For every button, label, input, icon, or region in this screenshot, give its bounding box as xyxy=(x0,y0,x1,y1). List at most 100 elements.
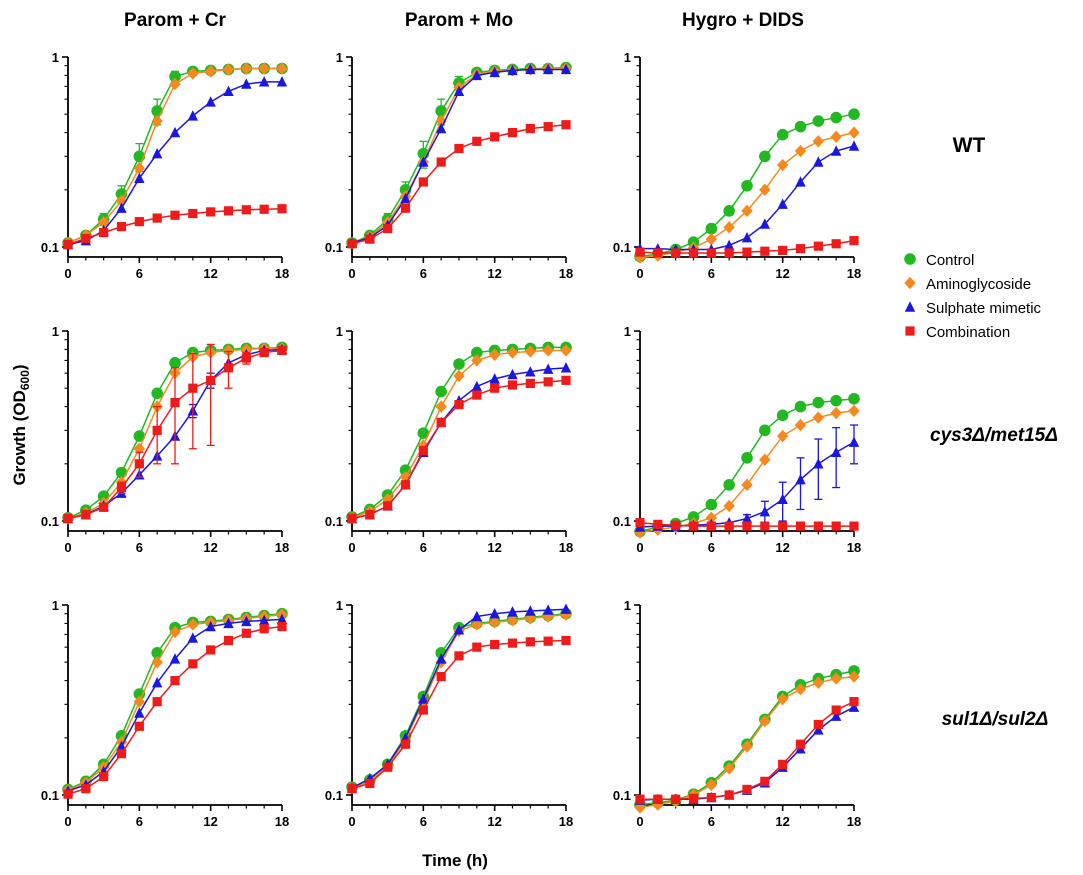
data-point xyxy=(830,710,842,721)
data-point xyxy=(418,156,429,167)
data-point xyxy=(435,653,447,664)
data-point xyxy=(849,236,859,246)
data-point xyxy=(848,108,860,120)
data-point xyxy=(134,721,144,731)
panel-r2-c1: 0 6 12 18 0.1 1 xyxy=(325,598,573,829)
data-point xyxy=(258,614,270,626)
data-point xyxy=(525,637,535,647)
series-combination xyxy=(63,343,287,524)
data-point xyxy=(258,62,270,75)
data-point xyxy=(778,521,788,531)
data-point xyxy=(435,385,447,398)
data-point xyxy=(169,126,181,138)
data-point xyxy=(759,183,771,197)
data-point xyxy=(525,123,535,134)
x-tick-label: 0 xyxy=(348,540,355,555)
data-point xyxy=(365,778,375,789)
y-tick-label: 1 xyxy=(624,324,631,339)
data-point xyxy=(471,69,483,81)
row-label-wt: WT xyxy=(953,134,986,157)
data-point xyxy=(812,115,825,127)
data-point xyxy=(133,430,146,442)
series-sulphate-mimetic xyxy=(634,424,860,532)
x-tick-label: 6 xyxy=(708,814,715,829)
data-point xyxy=(776,128,789,141)
x-tick-label: 18 xyxy=(275,266,289,281)
data-point xyxy=(561,375,571,385)
data-point xyxy=(276,613,288,625)
x-tick-label: 6 xyxy=(136,540,143,555)
data-point xyxy=(848,140,860,151)
panel-r1-c1: 0 6 12 18 0.1 1 xyxy=(325,324,573,555)
y-tick-label: 1 xyxy=(52,324,59,339)
y-axis-label: Growth (OD600) xyxy=(10,364,32,485)
data-point xyxy=(830,406,842,420)
data-point xyxy=(81,510,91,520)
data-point xyxy=(741,452,753,464)
data-point xyxy=(472,642,482,652)
series-sulphate-mimetic xyxy=(62,76,288,250)
legend-item-control: Control xyxy=(904,252,974,269)
data-point xyxy=(759,150,771,163)
data-point xyxy=(223,363,234,373)
x-tick-label: 18 xyxy=(847,814,861,829)
data-point xyxy=(724,521,734,531)
data-point xyxy=(116,749,127,759)
data-point xyxy=(741,478,753,492)
data-point xyxy=(830,446,842,457)
data-point xyxy=(259,624,269,634)
legend-item-sulphate-mimetic: Sulphate mimetic xyxy=(904,300,1042,317)
data-point xyxy=(223,617,234,629)
data-point xyxy=(151,655,163,669)
data-point xyxy=(830,145,842,156)
data-point xyxy=(471,610,483,622)
data-point xyxy=(63,513,73,524)
data-point xyxy=(169,70,181,83)
x-tick-label: 18 xyxy=(275,814,289,829)
data-point xyxy=(169,357,181,369)
x-tick-label: 12 xyxy=(487,266,501,281)
data-point xyxy=(542,604,554,615)
data-point xyxy=(812,396,825,409)
data-point xyxy=(760,246,770,256)
data-point xyxy=(188,383,198,393)
data-point xyxy=(671,794,681,804)
data-point xyxy=(169,653,181,664)
data-point xyxy=(223,635,234,646)
data-point xyxy=(383,501,393,511)
x-tick-label: 0 xyxy=(636,540,643,555)
data-point xyxy=(383,223,393,234)
data-point xyxy=(241,615,252,627)
data-point xyxy=(812,676,825,689)
data-point xyxy=(169,625,181,639)
data-point xyxy=(776,692,789,706)
data-point xyxy=(435,105,447,117)
data-point xyxy=(115,729,128,742)
data-point xyxy=(383,762,393,772)
data-point xyxy=(830,394,842,407)
data-point xyxy=(688,248,699,258)
x-tick-label: 18 xyxy=(847,540,861,555)
y-tick-label: 0.1 xyxy=(325,240,343,255)
panel-r0-c1: 0 6 12 18 0.1 1 xyxy=(325,50,573,281)
data-point xyxy=(277,621,287,632)
data-point xyxy=(365,510,375,520)
data-point xyxy=(831,705,841,715)
y-tick-label: 0.1 xyxy=(613,514,631,529)
data-point xyxy=(830,672,842,685)
data-point xyxy=(454,143,464,154)
data-point xyxy=(471,618,483,631)
series-combination xyxy=(635,518,859,531)
x-tick-label: 12 xyxy=(203,814,217,829)
y-tick-label: 0.1 xyxy=(325,514,343,529)
data-point xyxy=(741,179,753,192)
data-point xyxy=(705,778,718,792)
data-point xyxy=(742,247,752,257)
data-point xyxy=(813,724,824,735)
data-point xyxy=(436,417,446,428)
data-point xyxy=(134,459,144,469)
data-point xyxy=(561,635,571,646)
data-point xyxy=(653,248,663,258)
data-point xyxy=(488,348,501,361)
